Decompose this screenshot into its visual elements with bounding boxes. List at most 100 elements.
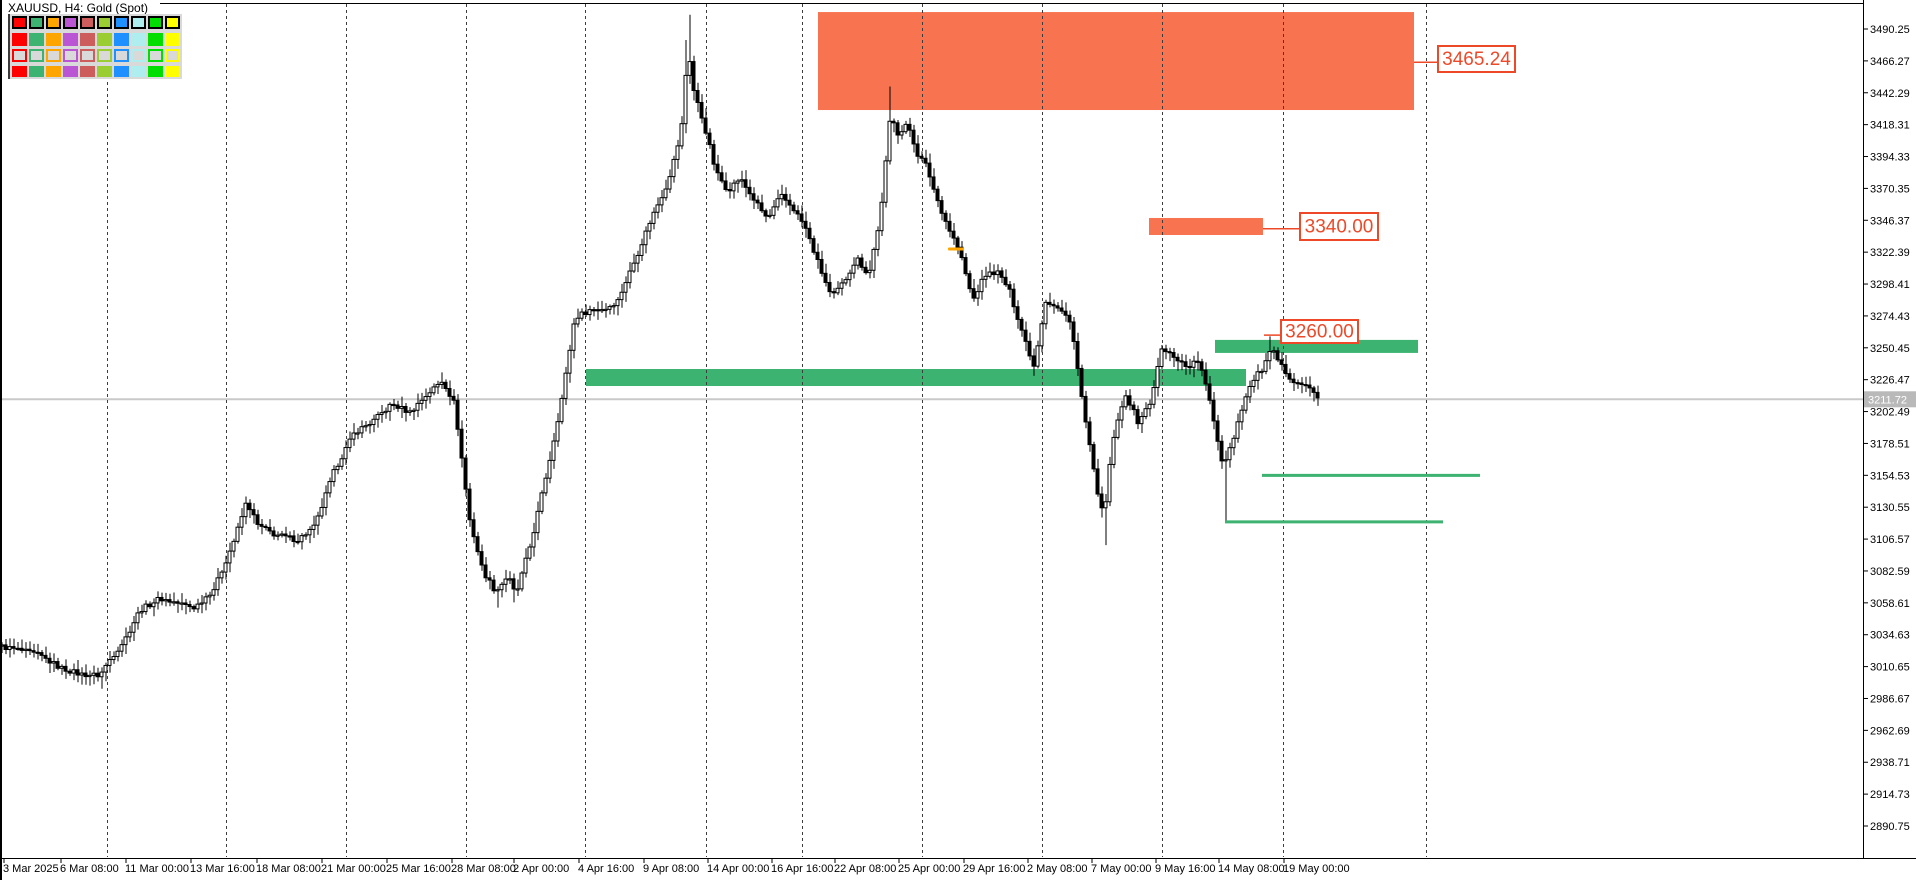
candle-bear <box>819 258 824 274</box>
candle-bull <box>567 349 572 374</box>
palette-swatch[interactable] <box>97 16 112 29</box>
candle-bull <box>299 535 304 543</box>
palette-swatch[interactable] <box>131 33 146 46</box>
demand-zone-3260[interactable] <box>1215 339 1418 353</box>
candle-bear <box>479 551 484 566</box>
palette-swatch[interactable] <box>148 16 163 29</box>
palette-swatch[interactable] <box>29 16 44 29</box>
price-callout-box[interactable] <box>1280 319 1359 344</box>
palette-swatch[interactable] <box>114 16 129 29</box>
palette-swatch[interactable] <box>63 16 78 29</box>
palette-swatch[interactable] <box>46 16 61 29</box>
candle-bear <box>391 403 396 407</box>
candle-bull <box>1151 387 1156 405</box>
palette-swatch[interactable] <box>46 49 61 62</box>
palette-swatch[interactable] <box>148 66 163 77</box>
candle-bull <box>767 214 772 218</box>
palette-swatch[interactable] <box>12 16 27 29</box>
price-tick-label: 3250.45 <box>1870 343 1910 355</box>
time-tick-label: 2 Apr 00:00 <box>513 863 569 875</box>
palette-swatch[interactable] <box>148 49 163 62</box>
palette-swatch[interactable] <box>80 16 95 29</box>
candle-bull <box>1143 408 1148 418</box>
price-tick-label: 2890.75 <box>1870 821 1910 833</box>
palette-swatch[interactable] <box>114 33 129 46</box>
palette-swatch[interactable] <box>29 49 44 62</box>
candle-bear <box>1291 378 1296 384</box>
candle-bear <box>283 533 288 537</box>
palette-swatch[interactable] <box>97 66 112 77</box>
candle-bear <box>815 251 820 260</box>
time-tick-label: 19 May 00:00 <box>1283 863 1350 875</box>
candle-bear <box>747 186 752 195</box>
price-tick-label: 3226.47 <box>1870 375 1910 387</box>
candle-bull <box>311 524 316 530</box>
palette-swatch[interactable] <box>80 33 95 46</box>
palette-swatch[interactable] <box>131 66 146 77</box>
palette-swatch[interactable] <box>97 49 112 62</box>
candle-bear <box>1307 384 1312 389</box>
palette-swatch[interactable] <box>63 66 78 77</box>
palette-swatch[interactable] <box>165 16 180 29</box>
candle-bull <box>79 672 84 676</box>
candle-bear <box>831 291 836 294</box>
candle-bull <box>847 272 852 281</box>
demand-zone-3226[interactable] <box>586 369 1246 387</box>
candle-bear <box>1287 373 1292 380</box>
candle-bear <box>1075 340 1080 369</box>
candle-bear <box>859 257 864 268</box>
candle-bull <box>1119 406 1124 421</box>
palette-swatch[interactable] <box>165 33 180 46</box>
price-tick-label: 3154.53 <box>1870 470 1910 482</box>
candle-bear <box>951 230 956 239</box>
palette-swatch[interactable] <box>80 49 95 62</box>
palette-swatch[interactable] <box>12 33 27 46</box>
candle-bear <box>943 212 948 222</box>
candle-bear <box>1031 355 1036 367</box>
palette-swatch[interactable] <box>165 49 180 62</box>
price-callout-label: 3340.00 <box>1305 217 1374 238</box>
palette-swatch[interactable] <box>80 66 95 77</box>
palette-swatch[interactable] <box>148 33 163 46</box>
candle-bull <box>839 282 844 289</box>
palette-swatch[interactable] <box>131 16 146 29</box>
candle-bear <box>715 163 720 174</box>
supply-zone-3340[interactable] <box>1149 217 1263 235</box>
palette-swatch[interactable] <box>63 49 78 62</box>
orange-dash-marker[interactable] <box>948 247 964 251</box>
palette-swatch[interactable] <box>29 66 44 77</box>
candle-bear <box>595 309 600 312</box>
palette-swatch[interactable] <box>63 33 78 46</box>
candle-bear <box>1071 321 1076 342</box>
palette-swatch[interactable] <box>165 66 180 77</box>
palette-swatch[interactable] <box>29 33 44 46</box>
candle-bull <box>851 264 856 274</box>
candle-bear <box>511 578 516 590</box>
candle-bull <box>631 262 636 272</box>
palette-swatch[interactable] <box>46 33 61 46</box>
palette-swatch[interactable] <box>114 49 129 62</box>
candle-bear <box>251 509 256 516</box>
candle-bear <box>823 272 828 283</box>
candle-bull <box>619 291 624 301</box>
supply-zone-upper[interactable] <box>818 12 1414 111</box>
palette-swatch[interactable] <box>46 66 61 77</box>
candle-bear <box>159 596 164 602</box>
time-tick-label: 18 Mar 08:00 <box>256 863 321 875</box>
price-callout-box[interactable] <box>1299 212 1379 241</box>
color-palette-widget[interactable] <box>8 14 182 79</box>
candle-bull <box>359 426 364 434</box>
candle-bull <box>99 671 104 678</box>
palette-swatch[interactable] <box>12 66 27 77</box>
candle-bear <box>907 123 912 131</box>
candle-bull <box>687 61 692 76</box>
palette-swatch[interactable] <box>97 33 112 46</box>
candle-bear <box>751 193 756 201</box>
price-callout-box[interactable] <box>1437 45 1516 73</box>
candle-bear <box>475 536 480 553</box>
candle-bull <box>163 599 168 602</box>
palette-swatch[interactable] <box>12 49 27 62</box>
palette-swatch[interactable] <box>131 49 146 62</box>
palette-swatch[interactable] <box>114 66 129 77</box>
